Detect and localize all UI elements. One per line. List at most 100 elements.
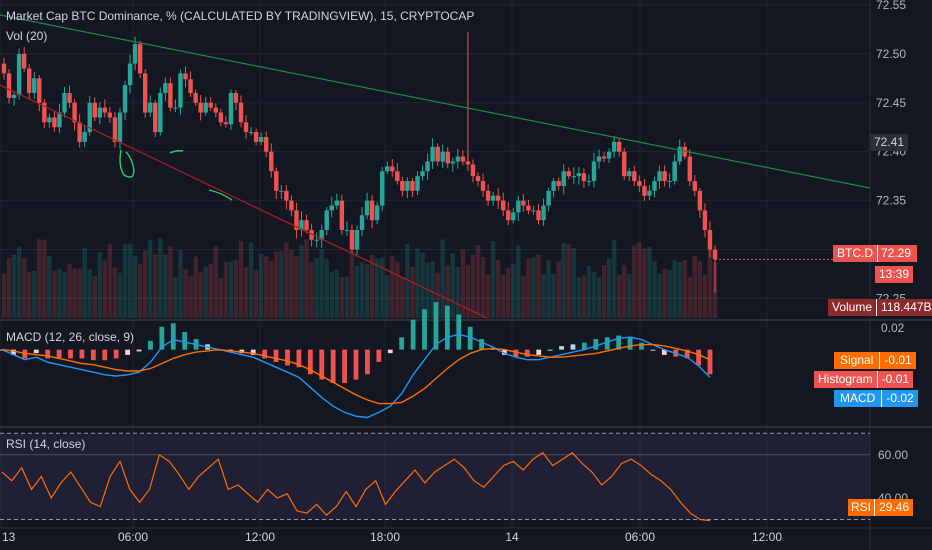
countdown-value: 13:39	[879, 267, 910, 281]
candle	[485, 190, 491, 201]
volume-bar	[390, 255, 395, 318]
candle	[480, 181, 486, 191]
candle	[369, 200, 375, 221]
candle	[470, 164, 476, 177]
volume-bar	[27, 271, 32, 318]
volume-bar	[238, 240, 244, 318]
volume-bar	[677, 262, 682, 318]
macd-title: MACD (12, 26, close, 9)	[6, 330, 135, 344]
volume-bar	[193, 256, 198, 318]
candle	[52, 117, 57, 128]
candle	[203, 102, 208, 113]
volume-bar	[284, 242, 289, 318]
volume-bar	[77, 268, 82, 318]
volume-bar	[32, 270, 37, 318]
volume-bar	[455, 266, 461, 318]
candle	[208, 102, 213, 108]
last-price-value: 72.29	[877, 245, 917, 262]
volume-bar	[405, 243, 410, 318]
time-tick-label: 14	[505, 530, 519, 544]
volume-bar	[359, 262, 365, 318]
candle	[495, 195, 501, 201]
rsi-tag-value: 29.46	[874, 499, 913, 516]
candle	[137, 44, 143, 74]
macd-histogram-bar	[547, 349, 553, 351]
macd-histogram-bar	[502, 349, 507, 355]
candle	[299, 220, 304, 230]
candle	[576, 173, 582, 177]
candle	[67, 92, 72, 103]
candle	[158, 92, 163, 133]
volume-bar	[581, 275, 587, 318]
signal-line	[1, 343, 711, 405]
volume-bar	[72, 268, 77, 318]
volume-bar	[667, 269, 672, 318]
volume-bar	[627, 273, 632, 318]
macd-histogram-bar	[239, 349, 245, 354]
rsi-band	[0, 433, 870, 520]
candle	[531, 210, 536, 212]
candle	[460, 156, 466, 162]
candle	[32, 78, 37, 93]
volume-bar	[253, 270, 259, 318]
candle	[274, 171, 279, 191]
volume-bar	[470, 255, 476, 318]
candle	[627, 171, 632, 177]
macd-histogram-bar	[479, 339, 485, 350]
support-trendline	[0, 84, 488, 319]
resistance-trendline	[0, 14, 871, 189]
candle	[102, 107, 108, 113]
volume-tag: Volume 118.447B	[828, 299, 932, 316]
volume-bar	[622, 264, 627, 318]
candle	[198, 102, 203, 113]
volume-bar	[148, 239, 153, 318]
candle	[546, 190, 551, 206]
macd-histogram-bar	[159, 326, 165, 350]
candle	[21, 53, 27, 69]
macd-histogram-bar	[365, 349, 370, 375]
volume-bar	[107, 244, 113, 318]
volume-bar	[132, 255, 138, 318]
volume-bar	[440, 239, 445, 318]
macd-histogram-bar	[513, 349, 519, 357]
candle	[586, 181, 592, 183]
candle	[536, 210, 541, 221]
volume-bar	[42, 239, 47, 318]
candle	[193, 92, 198, 103]
macd-histogram-bar	[604, 337, 610, 350]
volume-bar	[289, 249, 294, 318]
volume-bar	[87, 269, 92, 318]
macd-line	[1, 333, 711, 419]
candle	[72, 102, 77, 123]
time-tick-label: 12:00	[245, 530, 275, 544]
countdown-tag: 13:39	[875, 266, 914, 283]
candle	[450, 161, 455, 164]
volume-bar	[218, 277, 224, 318]
candle	[561, 171, 566, 186]
candle	[662, 171, 667, 182]
candle	[6, 73, 12, 98]
candle	[642, 185, 647, 196]
candle	[541, 205, 546, 221]
candle	[233, 92, 239, 103]
macd-histogram-bar	[650, 349, 656, 351]
volume-bar	[506, 268, 511, 318]
volume-bar	[1, 273, 7, 318]
candle	[415, 176, 420, 191]
volume-bar	[37, 239, 42, 318]
volume-bar	[546, 259, 551, 318]
candle	[117, 112, 123, 142]
candle	[11, 94, 17, 98]
volume-bar	[248, 242, 254, 318]
volume-bar	[329, 271, 334, 318]
volume-bar	[596, 277, 602, 318]
candle	[692, 181, 698, 191]
candle	[390, 166, 395, 172]
macd-histogram-bar	[661, 349, 667, 355]
candle	[591, 161, 597, 182]
macd-histogram-bar	[684, 349, 690, 359]
volume-bar	[163, 254, 168, 318]
volume-bar	[6, 257, 12, 318]
macd-histogram-bar	[696, 349, 701, 366]
